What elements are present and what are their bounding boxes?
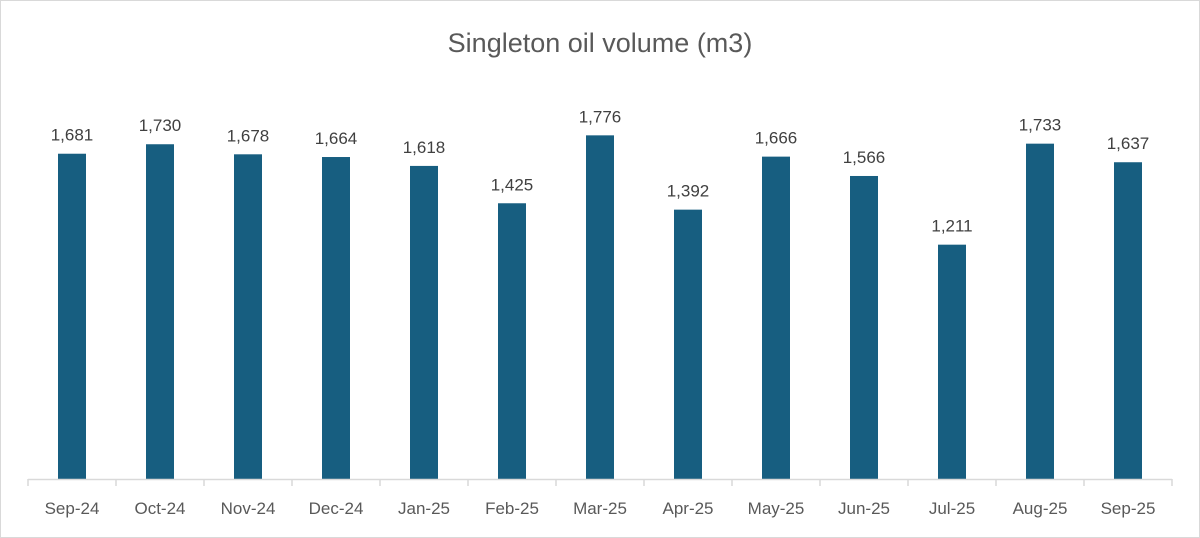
bar-aug-25 [1026, 143, 1054, 480]
data-label: 1,637 [1107, 134, 1150, 153]
data-label: 1,776 [579, 107, 622, 126]
data-label: 1,730 [139, 116, 182, 135]
x-tick-label: Jun-25 [838, 499, 890, 518]
bar-oct-24 [146, 144, 174, 479]
data-label: 1,392 [667, 182, 710, 201]
data-label: 1,425 [491, 175, 534, 194]
x-tick-label: Jul-25 [929, 499, 975, 518]
data-label: 1,681 [51, 126, 94, 145]
x-tick-label: Nov-24 [221, 499, 276, 518]
bar-jul-25 [938, 244, 966, 479]
data-label: 1,618 [403, 138, 446, 157]
bar-sep-24 [58, 153, 86, 479]
data-label: 1,664 [315, 129, 358, 148]
x-tick-label: Dec-24 [309, 499, 364, 518]
chart-title: Singleton oil volume (m3) [448, 28, 753, 58]
x-tick-label: Sep-25 [1101, 499, 1156, 518]
data-label: 1,666 [755, 129, 798, 148]
x-tick-label: Oct-24 [134, 499, 185, 518]
data-label: 1,733 [1019, 116, 1062, 135]
bar-feb-25 [498, 203, 526, 479]
x-tick-label: Sep-24 [45, 499, 100, 518]
bar-apr-25 [674, 209, 702, 479]
x-tick-label: Jan-25 [398, 499, 450, 518]
x-tick-label: May-25 [748, 499, 805, 518]
data-label: 1,566 [843, 148, 886, 167]
bar-dec-24 [322, 157, 350, 480]
bar-nov-24 [234, 154, 262, 479]
x-tick-label: Mar-25 [573, 499, 627, 518]
x-tick-label: Feb-25 [485, 499, 539, 518]
bar-jun-25 [850, 175, 878, 479]
bar-may-25 [762, 156, 790, 479]
data-label: 1,211 [931, 217, 972, 236]
bar-mar-25 [586, 135, 614, 479]
bar-sep-25 [1114, 162, 1142, 480]
bar-jan-25 [410, 165, 438, 480]
x-tick-label: Apr-25 [662, 499, 713, 518]
x-tick-label: Aug-25 [1013, 499, 1068, 518]
data-label: 1,678 [227, 126, 270, 145]
